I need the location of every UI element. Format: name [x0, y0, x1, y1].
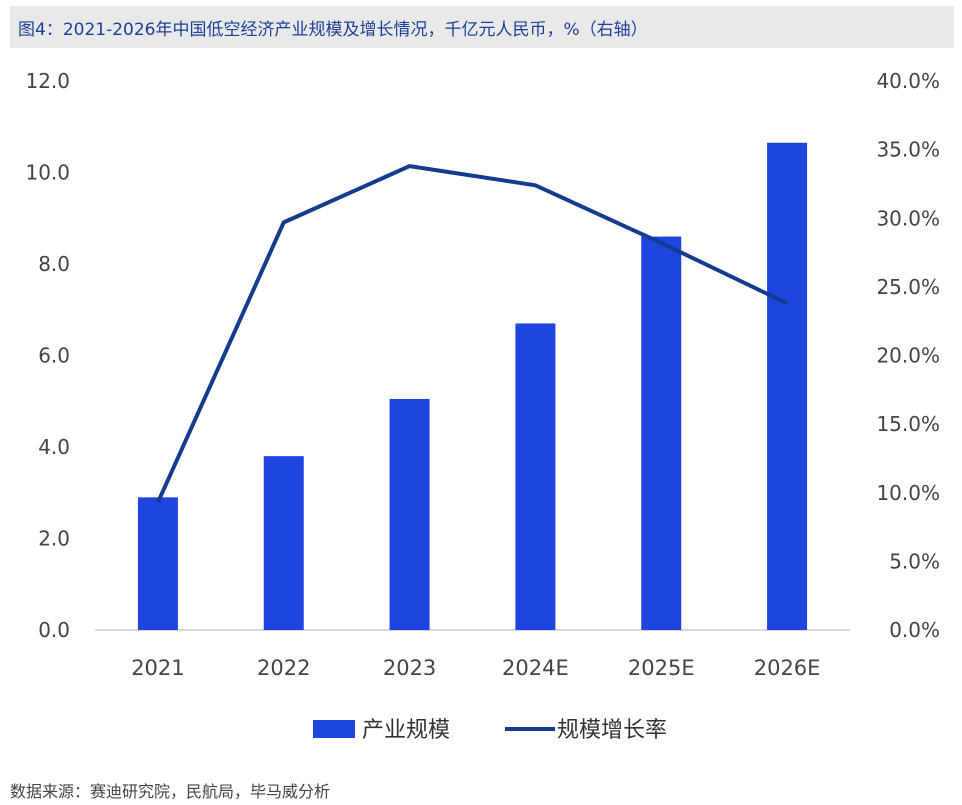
y-right-tick-label: 10.0% — [876, 481, 940, 505]
combo-chart: 0.0 2.0 4.0 6.0 8.0 10.0 12.0 0.0% 5.0% 10.0% 15.0… — [25, 69, 940, 743]
y-left-tick-label: 2.0 — [38, 527, 70, 551]
y-left-tick-label: 6.0 — [38, 344, 70, 368]
bar-2024E — [515, 323, 556, 630]
y-right-tick-label: 25.0% — [876, 275, 940, 299]
legend-bar-swatch — [313, 720, 355, 738]
source-note: 数据来源：赛迪研究院，民航局，毕马威分析 — [10, 782, 331, 801]
bar-2025E — [641, 236, 682, 631]
bar-2022 — [263, 456, 304, 630]
y-right-tick-label: 0.0% — [889, 618, 940, 642]
y-left-tick-label: 8.0 — [38, 252, 70, 276]
bar-2026E — [767, 142, 808, 630]
legend-bar-label: 产业规模 — [362, 718, 450, 743]
y-left-tick-label: 12.0 — [25, 69, 70, 93]
x-tick-label: 2025E — [628, 656, 695, 680]
bar-2023 — [389, 398, 430, 630]
y-right-tick-label: 40.0% — [876, 69, 940, 93]
x-tick-label: 2024E — [502, 656, 569, 680]
growth-rate-line — [156, 164, 788, 504]
y-right-tick-label: 35.0% — [876, 138, 940, 162]
y-left-tick-label: 0.0 — [38, 618, 70, 642]
y-left-tick-label: 4.0 — [38, 435, 70, 459]
bar-2021 — [137, 497, 178, 630]
x-tick-label: 2026E — [754, 656, 821, 680]
x-tick-label: 2021 — [131, 656, 184, 680]
chart-title: 图4：2021-2026年中国低空经济产业规模及增长情况，千亿元人民币，%（右轴… — [10, 6, 954, 48]
legend-line-label: 规模增长率 — [557, 718, 667, 743]
x-tick-label: 2023 — [383, 656, 436, 680]
y-right-tick-label: 30.0% — [876, 206, 940, 230]
y-left-tick-label: 10.0 — [25, 161, 70, 185]
y-right-tick-label: 20.0% — [876, 344, 940, 368]
x-tick-label: 2022 — [257, 656, 310, 680]
y-right-tick-label: 15.0% — [876, 412, 940, 436]
y-right-tick-label: 5.0% — [889, 549, 940, 573]
